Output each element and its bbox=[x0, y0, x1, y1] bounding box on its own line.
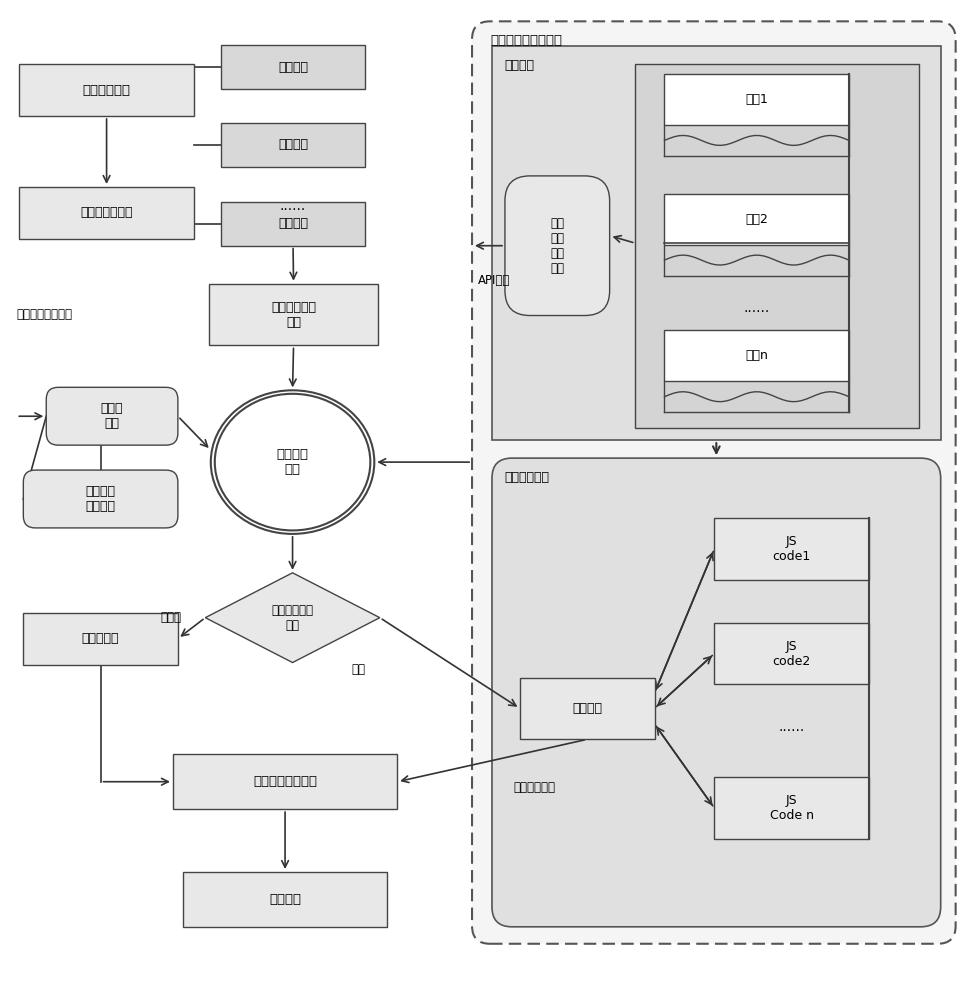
Text: 图表代码替换: 图表代码替换 bbox=[514, 781, 556, 794]
Text: 数据处理: 数据处理 bbox=[573, 702, 602, 715]
FancyBboxPatch shape bbox=[47, 387, 178, 445]
Text: 文字加载: 文字加载 bbox=[278, 61, 308, 74]
FancyBboxPatch shape bbox=[665, 194, 849, 245]
Text: ......: ...... bbox=[778, 720, 804, 734]
Text: 场景检测
算法: 场景检测 算法 bbox=[276, 448, 308, 476]
FancyBboxPatch shape bbox=[520, 678, 654, 739]
FancyBboxPatch shape bbox=[714, 518, 869, 580]
FancyBboxPatch shape bbox=[492, 458, 941, 927]
Polygon shape bbox=[205, 573, 380, 663]
Text: 图表属性
配置数据: 图表属性 配置数据 bbox=[85, 485, 115, 513]
Text: 场景解决方案: 场景解决方案 bbox=[504, 471, 549, 484]
Text: 图表加载: 图表加载 bbox=[278, 217, 308, 230]
Text: ......: ...... bbox=[280, 199, 306, 213]
Text: 用户访问页面: 用户访问页面 bbox=[82, 84, 131, 97]
Text: JS
Code n: JS Code n bbox=[769, 794, 814, 822]
Text: 场景n: 场景n bbox=[745, 349, 768, 362]
Text: 图表对象特征提取: 图表对象特征提取 bbox=[16, 308, 73, 321]
FancyBboxPatch shape bbox=[19, 187, 194, 239]
Text: JS
code2: JS code2 bbox=[772, 640, 811, 668]
FancyBboxPatch shape bbox=[714, 777, 869, 839]
Text: 图表代码嵌入页面: 图表代码嵌入页面 bbox=[253, 775, 317, 788]
FancyBboxPatch shape bbox=[172, 754, 397, 809]
Text: 浏览器加载页面: 浏览器加载页面 bbox=[80, 206, 133, 219]
Text: 图片加载: 图片加载 bbox=[278, 138, 308, 151]
FancyBboxPatch shape bbox=[221, 202, 365, 246]
FancyBboxPatch shape bbox=[221, 123, 365, 167]
FancyBboxPatch shape bbox=[19, 64, 194, 116]
Text: 场景检测: 场景检测 bbox=[504, 59, 534, 72]
Text: 场景
检测
调用
接口: 场景 检测 调用 接口 bbox=[550, 217, 564, 275]
FancyBboxPatch shape bbox=[665, 330, 849, 381]
FancyBboxPatch shape bbox=[221, 45, 365, 89]
FancyBboxPatch shape bbox=[472, 21, 955, 944]
FancyBboxPatch shape bbox=[665, 74, 849, 125]
Text: 原代码加载: 原代码加载 bbox=[81, 632, 119, 645]
FancyBboxPatch shape bbox=[492, 46, 941, 440]
Text: 场景2: 场景2 bbox=[745, 213, 768, 226]
FancyBboxPatch shape bbox=[23, 470, 178, 528]
Text: 启用场景检测
机制: 启用场景检测 机制 bbox=[271, 301, 316, 329]
FancyBboxPatch shape bbox=[714, 623, 869, 684]
Text: 待展示
数据: 待展示 数据 bbox=[101, 402, 123, 430]
Text: 图表生成: 图表生成 bbox=[269, 893, 301, 906]
Ellipse shape bbox=[211, 390, 374, 534]
Text: JS
code1: JS code1 bbox=[772, 535, 811, 563]
FancyBboxPatch shape bbox=[208, 284, 378, 345]
Text: 不匹配: 不匹配 bbox=[161, 611, 181, 624]
Text: API调用: API调用 bbox=[478, 274, 511, 287]
Text: 场景1: 场景1 bbox=[745, 93, 768, 106]
FancyBboxPatch shape bbox=[23, 613, 178, 665]
FancyBboxPatch shape bbox=[505, 176, 610, 316]
FancyBboxPatch shape bbox=[183, 872, 388, 927]
FancyBboxPatch shape bbox=[635, 64, 919, 428]
Text: 场景检测及管控机制: 场景检测及管控机制 bbox=[490, 34, 562, 47]
Text: ......: ...... bbox=[743, 301, 769, 315]
Text: 匹配: 匹配 bbox=[352, 663, 365, 676]
Text: 场景（缺陷）
匹配: 场景（缺陷） 匹配 bbox=[271, 604, 314, 632]
